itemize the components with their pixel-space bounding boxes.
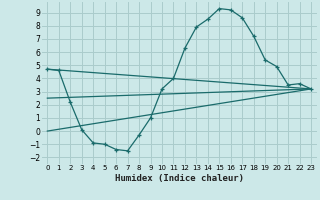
X-axis label: Humidex (Indice chaleur): Humidex (Indice chaleur) [115, 174, 244, 183]
